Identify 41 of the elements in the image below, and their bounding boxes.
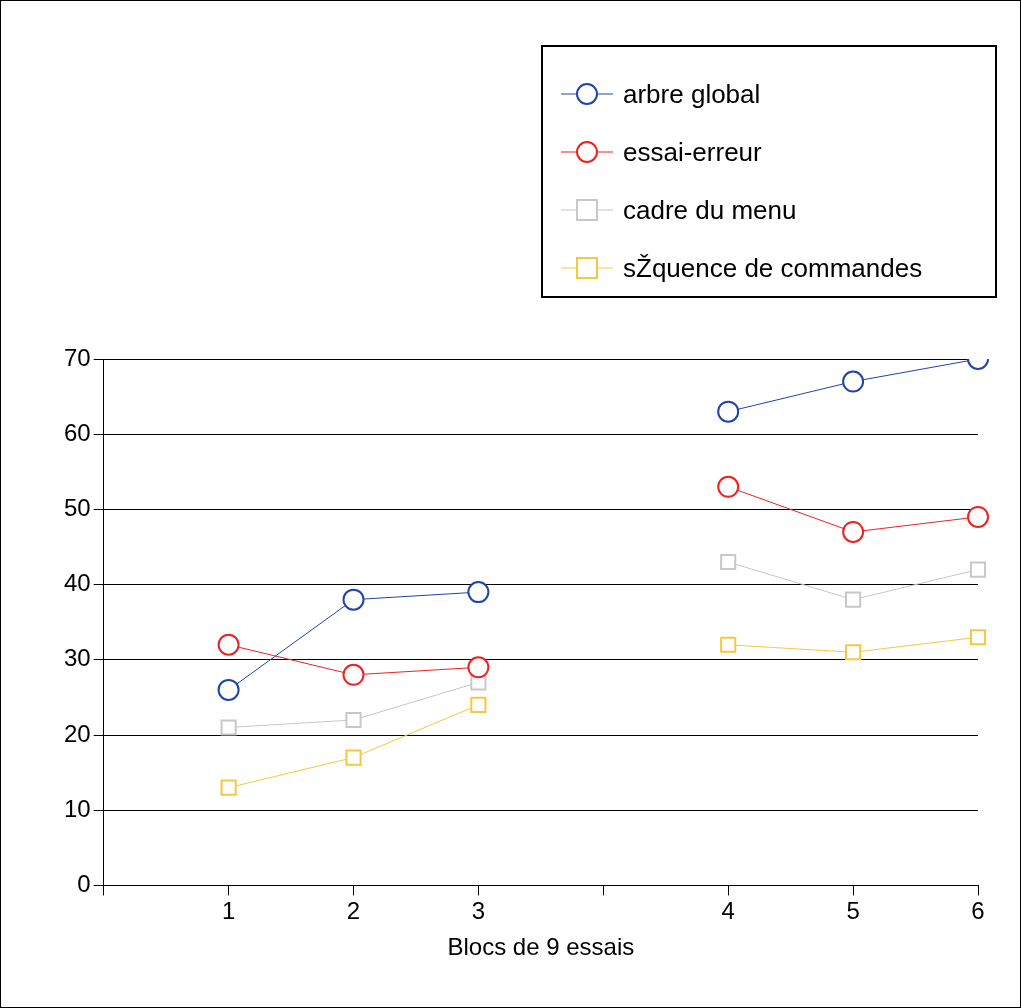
point bbox=[467, 581, 490, 604]
x-tick-label: 4 bbox=[721, 897, 735, 925]
x-tick-label: 6 bbox=[971, 897, 985, 925]
point bbox=[842, 370, 865, 393]
point bbox=[467, 656, 490, 679]
y-tick-label: 40 bbox=[63, 569, 91, 597]
legend-label: cadre du menu bbox=[623, 194, 797, 226]
x-tick-label: 3 bbox=[471, 897, 486, 925]
y-tick-label: 10 bbox=[63, 794, 91, 822]
point bbox=[720, 636, 737, 653]
point bbox=[345, 749, 362, 766]
point bbox=[717, 400, 740, 423]
point bbox=[342, 663, 365, 686]
point bbox=[969, 629, 987, 646]
point bbox=[845, 644, 862, 661]
x-axis-title: Blocs de 9 essais bbox=[447, 933, 635, 961]
point bbox=[342, 588, 365, 611]
point bbox=[717, 475, 740, 498]
y-tick-label: 60 bbox=[63, 418, 91, 446]
x-tick-label: 2 bbox=[346, 897, 361, 925]
point bbox=[217, 678, 240, 701]
point bbox=[470, 696, 487, 713]
y-tick-label: 70 bbox=[63, 343, 91, 371]
y-tick-label: 20 bbox=[63, 719, 91, 747]
legend-label: essai-erreur bbox=[623, 136, 762, 168]
y-tick-label: 30 bbox=[63, 644, 91, 672]
point bbox=[969, 561, 987, 578]
legend-label: arbre global bbox=[623, 78, 761, 110]
point bbox=[845, 591, 862, 608]
x-tick-label: 5 bbox=[846, 897, 860, 925]
point bbox=[967, 505, 989, 528]
point bbox=[842, 520, 865, 543]
y-tick-label: 0 bbox=[77, 870, 91, 898]
legend-label: sŽquence de commandes bbox=[623, 252, 923, 284]
point bbox=[345, 711, 362, 729]
point bbox=[217, 633, 240, 656]
point bbox=[220, 719, 237, 736]
y-tick-label: 50 bbox=[63, 494, 91, 522]
point bbox=[220, 779, 237, 796]
x-tick-label: 1 bbox=[221, 897, 236, 925]
point bbox=[720, 553, 737, 571]
